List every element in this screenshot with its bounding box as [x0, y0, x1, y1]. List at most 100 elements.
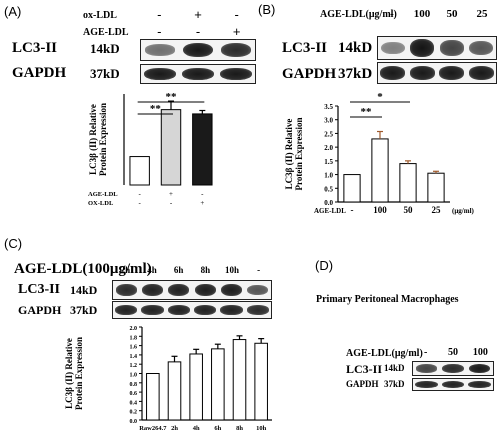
x-row-sign: + [169, 190, 173, 198]
panel-c-gapdh-label: GAPDH [18, 303, 62, 317]
bar [211, 348, 225, 421]
significance-marker: ** [166, 91, 178, 103]
panel-a-gapdh-mw: 37kD [90, 66, 120, 81]
panel-a-bar-chart: LC3β (II) Relative Protein Expression ** **… [88, 91, 213, 207]
significance-marker: ** [361, 106, 373, 118]
lane-label: - [390, 8, 394, 20]
band [439, 66, 465, 80]
y-axis-label: LC3β (II) Relative [64, 338, 74, 409]
band [168, 283, 190, 296]
panel-a-age-ldl-label: AGE-LDL [83, 27, 129, 38]
band [220, 283, 243, 297]
treatment-sign: - [195, 24, 201, 39]
treatment-sign: - [157, 24, 162, 39]
bar [129, 156, 150, 186]
y-tick-label: 1.6 [130, 345, 138, 351]
panel-d-label: (D) [315, 258, 334, 273]
panel-b-lc3-blot [377, 36, 497, 60]
panel-c-lc3-label: LC3-II [18, 282, 61, 297]
panel-b-lc3-label: LC3-II [282, 40, 328, 56]
band [380, 41, 405, 55]
lane-label: - [257, 265, 261, 275]
band [181, 67, 215, 81]
bar [192, 113, 213, 186]
x-row-sign: - [138, 190, 141, 198]
panel-d-gapdh-label: GAPDH [346, 379, 379, 389]
treatment-sign: + [232, 24, 241, 39]
lane-label: 6h [173, 265, 184, 275]
panel-c-header-label: AGE-LDL(100μg/ml) [14, 261, 152, 277]
band [115, 284, 137, 296]
panel-c-lc3-mw: 14kD [70, 283, 98, 297]
lane-label: 100 [472, 347, 488, 358]
band [114, 305, 138, 315]
band [144, 44, 176, 56]
bar [189, 353, 203, 421]
y-tick-label: 2.5 [324, 130, 333, 138]
panel-b-label: (B) [258, 2, 276, 17]
lane-label: 100 [413, 8, 431, 20]
bar [371, 138, 389, 203]
lane-label: 25 [476, 8, 488, 20]
bar [343, 174, 361, 203]
panel-d-title: Primary Peritoneal Macrophages [316, 294, 459, 305]
y-axis-label: Protein Expression [294, 118, 304, 191]
lane-label: 50 [446, 8, 458, 20]
y-tick-label: 3.0 [324, 117, 333, 125]
panel-c-gapdh-blot [112, 301, 272, 319]
significance-marker: * [377, 91, 383, 103]
panel-b-bar-chart: 0.0 0.5 1.0 1.5 2.0 2.5 3.0 3.5 LC3β (II) Relati… [284, 91, 475, 215]
x-tick-label: 2h [171, 425, 178, 432]
band [220, 305, 243, 315]
panel-d-gapdh-mw: 37kD [384, 379, 405, 389]
band [380, 66, 406, 80]
band [415, 380, 438, 389]
panel-a-lc3-mw: 14kD [90, 41, 120, 56]
panel-b-gapdh-mw: 37kD [338, 66, 373, 82]
panel-a-label: (A) [4, 4, 22, 19]
x-tick-label: 10h [256, 425, 267, 432]
y-tick-label: 2.0 [324, 144, 333, 152]
x-tick-label: Raw264.7 [139, 425, 167, 432]
panel-b-lc3-mw: 14kD [338, 40, 373, 56]
x-tick-label: 8h [236, 425, 243, 432]
band [193, 305, 217, 315]
y-tick-label: 0.0 [324, 199, 333, 207]
significance-marker: ** [150, 103, 162, 115]
y-tick-label: 0.6 [130, 391, 138, 397]
band [468, 380, 491, 389]
band [246, 305, 270, 315]
y-tick-label: 2.0 [130, 326, 138, 332]
y-tick-label: 1.0 [324, 172, 333, 180]
panel-b-header-label: AGE-LDL(μg/ml) [320, 9, 397, 20]
band [219, 67, 253, 81]
band [469, 363, 491, 374]
x-row-sign: - [138, 199, 141, 207]
band [439, 40, 464, 56]
bar [232, 339, 247, 421]
panel-a-lc3-blot [140, 39, 256, 61]
band [143, 67, 177, 81]
y-axis-label: LC3β (II) Relative [88, 104, 98, 175]
y-tick-label: 1.2 [130, 363, 138, 369]
x-tick-label: 25 [432, 205, 442, 215]
panel-d-lc3-label: LC3-II [346, 362, 383, 376]
panel-b-gapdh-label: GAPDH [282, 66, 337, 82]
lane-label: 50 [447, 347, 458, 358]
band [410, 39, 435, 57]
x-row-label: AGE-LDL [88, 191, 118, 198]
bar [254, 342, 268, 421]
y-tick-label: 1.0 [130, 373, 138, 379]
lane-label: - [423, 347, 428, 358]
lane-label: 10h [224, 265, 239, 275]
x-row-sign: - [170, 199, 173, 207]
band [468, 66, 494, 80]
x-unit-label: (μg/ml) [452, 207, 475, 215]
lane-label: 8h [200, 265, 211, 275]
band [415, 364, 437, 373]
x-row-label: OX-LDL [88, 200, 114, 207]
x-row-sign: + [200, 199, 204, 207]
band [220, 43, 252, 57]
x-tick-label: - [351, 205, 354, 215]
band [409, 66, 435, 80]
